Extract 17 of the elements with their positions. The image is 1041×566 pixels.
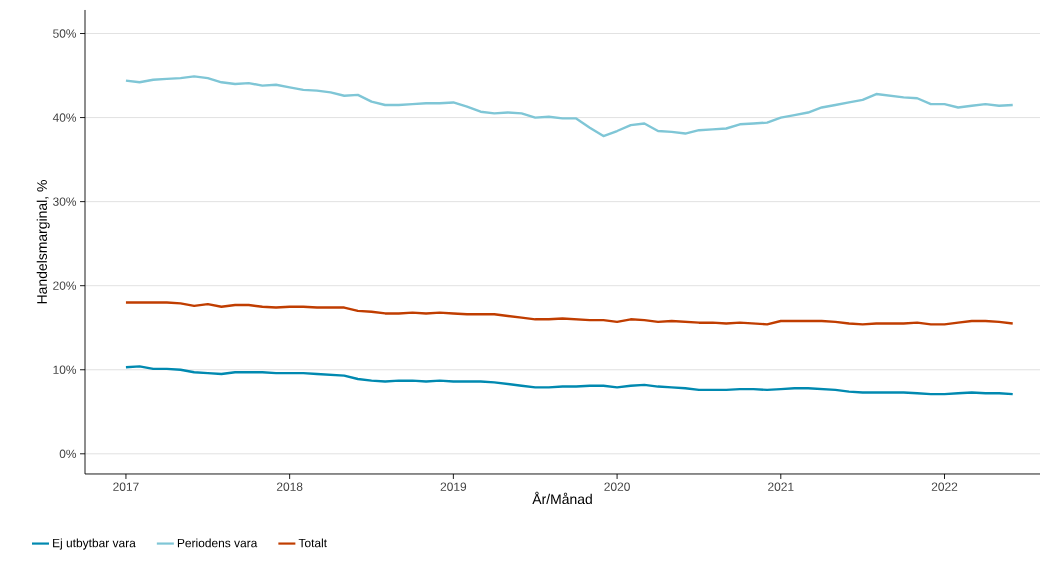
y-tick-label: 40% (52, 113, 77, 122)
y-tick-label: 0% (59, 449, 77, 459)
x-tick-label: 2020 (604, 482, 630, 491)
x-tick-label: 2017 (113, 482, 139, 491)
y-tick-label: 50% (53, 29, 77, 38)
y-tick-label: 20% (53, 281, 77, 290)
y-tick-label: 30% (53, 197, 77, 206)
y-axis-title: Handelsmarginal, % (36, 180, 50, 304)
x-tick-label: 2018 (276, 482, 303, 491)
x-tick-label: 2021 (768, 482, 794, 491)
legend-label: Periodens vara (177, 538, 258, 548)
legend-label: Ej utbytbar vara (53, 538, 136, 550)
y-tick-label: 10% (53, 365, 77, 374)
x-axis-title: År/Månad (532, 491, 592, 505)
x-tick-label: 2022 (931, 482, 958, 491)
legend-label: Totalt (298, 538, 327, 548)
x-tick-label: 2019 (440, 482, 467, 491)
